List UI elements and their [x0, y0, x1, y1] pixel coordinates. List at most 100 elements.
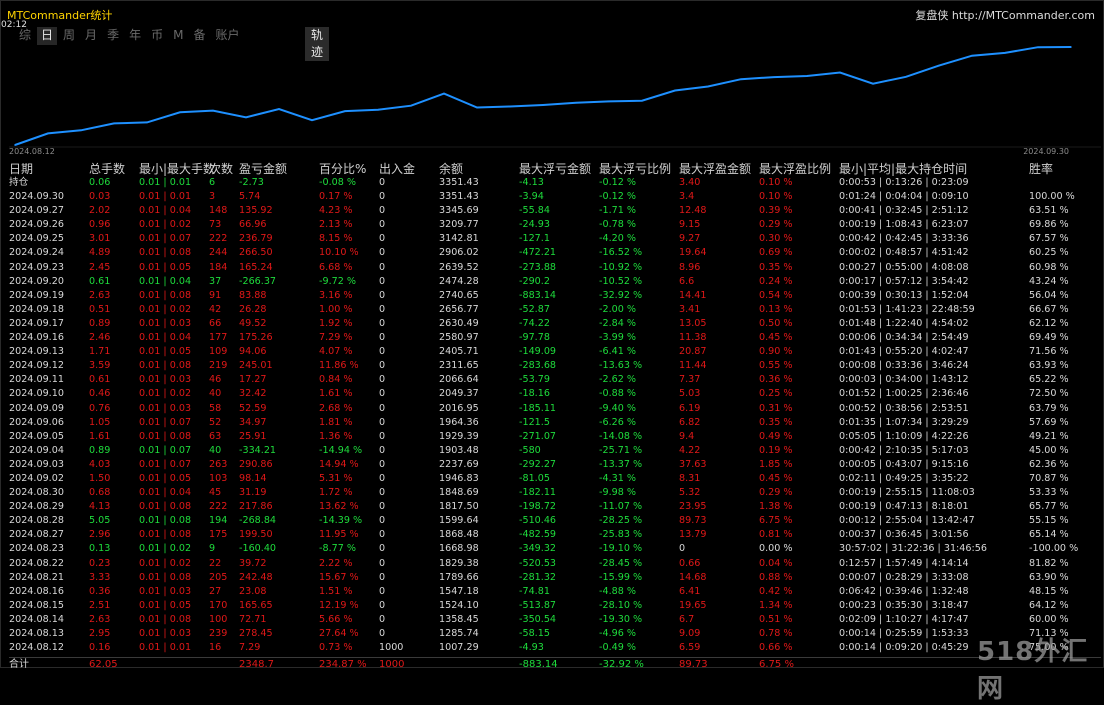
cell-max-float-profit: 9.4	[679, 430, 695, 442]
cell-trade-count: 222	[209, 233, 228, 245]
balance-point-10	[344, 110, 346, 112]
tab-8[interactable]: 备	[193, 28, 206, 42]
cell-pnl-amount: 266.50	[239, 247, 273, 259]
cell-max-float-loss: -4.93	[519, 642, 544, 654]
cell-pnl-amount: -266.37	[239, 275, 277, 287]
cell-win-rate: 69.49 %	[1029, 332, 1069, 344]
table-row[interactable]: 2024.08.12 0.16 0.01 | 0.01 16 7.29 0.73 % 100…	[9, 641, 1101, 655]
table-row[interactable]: 2024.09.03 4.03 0.01 | 0.07 263 290.86 14.94 …	[9, 458, 1101, 472]
cell-pnl-amount: 31.19	[239, 487, 267, 499]
cell-win-rate: 49.21 %	[1029, 430, 1069, 442]
tab-7[interactable]: M	[173, 28, 184, 42]
table-row[interactable]: 2024.08.15 2.51 0.01 | 0.05 170 165.65 12.19 …	[9, 599, 1101, 613]
table-row[interactable]: 2024.09.11 0.61 0.01 | 0.03 46 17.27 0.84 % 0 2…	[9, 373, 1101, 387]
table-row[interactable]: 2024.09.18 0.51 0.01 | 0.02 42 26.28 1.00 % 0 2…	[9, 303, 1101, 317]
table-row[interactable]: 2024.09.12 3.59 0.01 | 0.08 219 245.01 11.86 …	[9, 359, 1101, 373]
cell-max-float-profit-pct: 0.42 %	[759, 585, 793, 597]
table-row[interactable]: 2024.08.28 5.05 0.01 | 0.08 194 -268.84 -14.3…	[9, 514, 1101, 528]
cell-max-float-loss-pct: -19.30 %	[599, 613, 643, 625]
table-row[interactable]: 2024.08.30 0.68 0.01 | 0.04 45 31.19 1.72 % 0 1…	[9, 486, 1101, 500]
tab-4[interactable]: 季	[107, 28, 120, 42]
header-col-9: 最大浮亏比例	[599, 162, 672, 176]
cell-max-float-profit-pct: 0.13 %	[759, 303, 793, 315]
table-row[interactable]: 2024.09.30 0.03 0.01 | 0.01 3 5.74 0.17 % 0 335…	[9, 190, 1101, 204]
table-row[interactable]: 2024.08.23 0.13 0.01 | 0.02 9 -160.40 -8.77 %…	[9, 542, 1101, 556]
table-row[interactable]: 2024.09.13 1.71 0.01 | 0.05 109 94.06 4.07 % 0…	[9, 345, 1101, 359]
cell-max-float-loss-pct: -28.45 %	[599, 557, 643, 569]
cell-max-float-profit-pct: 0.69 %	[759, 247, 793, 259]
table-row[interactable]: 2024.08.13 2.95 0.01 | 0.03 239 278.45 27.64 …	[9, 627, 1101, 641]
tab-0[interactable]: 综	[19, 28, 32, 42]
cell-total-lots: 0.89	[89, 317, 111, 329]
table-row[interactable]: 2024.08.27 2.96 0.01 | 0.08 175 199.50 11.95 …	[9, 528, 1101, 542]
balance-point-18	[608, 100, 610, 103]
table-row[interactable]: 2024.09.04 0.89 0.01 | 0.07 40 -334.21 -14.94…	[9, 444, 1101, 458]
tab-track[interactable]: 轨迹	[305, 27, 330, 61]
cell-max-float-loss: -149.09	[519, 346, 557, 358]
tab-9[interactable]: 账户	[215, 28, 240, 42]
table-row[interactable]: 2024.09.10 0.46 0.01 | 0.02 40 32.42 1.61 % 0 2…	[9, 387, 1101, 401]
balance-point-13	[443, 92, 445, 95]
cell-max-float-profit-pct: 1.85 %	[759, 458, 793, 470]
table-row[interactable]: 2024.09.24 4.89 0.01 | 0.08 244 266.50 10.10 …	[9, 246, 1101, 260]
cell-max-float-profit-pct: 0.50 %	[759, 317, 793, 329]
cell-date: 2024.08.28	[9, 515, 64, 527]
table-row[interactable]: 2024.09.23 2.45 0.01 | 0.05 184 165.24 6.68 %…	[9, 261, 1101, 275]
tab-6[interactable]: 币	[151, 28, 164, 42]
cell-max-float-profit: 9.09	[679, 628, 701, 639]
cell-deposit: 0	[379, 472, 386, 484]
cell-hold-time: 0:00:12 | 2:55:04 | 13:42:47	[839, 515, 975, 527]
cell-max-float-loss: -18.16	[519, 388, 550, 400]
tab-2[interactable]: 周	[63, 28, 76, 42]
cell-max-float-loss: -55.84	[519, 205, 550, 217]
total-pct: 234.87 %	[319, 659, 367, 671]
tab-3[interactable]: 月	[85, 28, 98, 42]
table-row[interactable]: 2024.08.22 0.23 0.01 | 0.02 22 39.72 2.22 % 0 1…	[9, 557, 1101, 571]
table-row[interactable]: 2024.09.02 1.50 0.01 | 0.05 103 98.14 5.31 % 0…	[9, 472, 1101, 486]
cell-max-float-profit: 13.05	[679, 317, 707, 329]
header-col-4: 盈亏金额	[239, 162, 288, 176]
table-body: 2024.09.30 0.03 0.01 | 0.01 3 5.74 0.17 % 0 335…	[9, 190, 1101, 655]
cell-date: 2024.08.22	[9, 557, 64, 569]
table-row[interactable]: 2024.08.29 4.13 0.01 | 0.08 222 217.86 13.62 …	[9, 500, 1101, 514]
cell-total-lots: 1.61	[89, 430, 111, 442]
cell-max-float-loss-pct: -2.00 %	[599, 303, 636, 315]
cell-min-max-lots: 0.01 | 0.03	[139, 374, 192, 386]
holding-max-float-profit: 3.40	[679, 177, 701, 188]
tab-5[interactable]: 年	[129, 28, 142, 42]
cell-max-float-loss-pct: -10.92 %	[599, 261, 643, 273]
table-row[interactable]: 2024.08.14 2.63 0.01 | 0.08 100 72.71 5.66 % 0…	[9, 613, 1101, 627]
cell-max-float-loss-pct: -2.84 %	[599, 317, 636, 329]
cell-max-float-loss-pct: -16.52 %	[599, 247, 643, 259]
cell-total-lots: 0.23	[89, 557, 111, 569]
table-row[interactable]: 2024.09.05 1.61 0.01 | 0.08 63 25.91 1.36 % 0 1…	[9, 430, 1101, 444]
cell-max-float-profit-pct: 0.31 %	[759, 402, 793, 414]
table-row[interactable]: 2024.09.26 0.96 0.01 | 0.02 73 66.96 2.13 % 0 3…	[9, 218, 1101, 232]
table-row[interactable]: 2024.09.17 0.89 0.01 | 0.03 66 49.52 1.92 % 0 2…	[9, 317, 1101, 331]
cell-date: 2024.09.25	[9, 233, 64, 245]
cell-max-float-loss: -580	[519, 444, 541, 456]
cell-deposit: 0	[379, 628, 386, 639]
table-row[interactable]: 2024.09.06 1.05 0.01 | 0.07 52 34.97 1.81 % 0 1…	[9, 416, 1101, 430]
table-row[interactable]: 2024.09.16 2.46 0.01 | 0.04 177 175.26 7.29 %…	[9, 331, 1101, 345]
holding-balance: 3351.43	[439, 177, 479, 188]
table-row[interactable]: 2024.08.21 3.33 0.01 | 0.08 205 242.48 15.67 …	[9, 571, 1101, 585]
table-row[interactable]: 2024.09.20 0.61 0.01 | 0.04 37 -266.37 -9.72 …	[9, 275, 1101, 289]
cell-hold-time: 0:01:35 | 1:07:34 | 3:29:29	[839, 416, 969, 428]
holding-row[interactable]: 持仓 0.06 0.01 | 0.01 6 -2.73 -0.08 % 0 3351.43 -4…	[9, 176, 1101, 190]
cell-deposit: 0	[379, 515, 386, 527]
tab-1[interactable]: 日	[37, 27, 58, 45]
table-row[interactable]: 2024.08.16 0.36 0.01 | 0.03 27 23.08 1.51 % 0 1…	[9, 585, 1101, 599]
cell-trade-count: 194	[209, 515, 228, 527]
cell-total-lots: 2.46	[89, 332, 111, 344]
table-row[interactable]: 2024.09.19 2.63 0.01 | 0.08 91 83.88 3.16 % 0 2…	[9, 289, 1101, 303]
cell-pnl-percent: 1.00 %	[319, 303, 353, 315]
cell-date: 2024.09.12	[9, 360, 64, 372]
cell-max-float-profit: 3.4	[679, 191, 695, 203]
brand-link[interactable]: 复盘侠 http://MTCommander.com	[915, 9, 1095, 22]
table-row[interactable]: 2024.09.27 2.02 0.01 | 0.04 148 135.92 4.23 %…	[9, 204, 1101, 218]
table-row[interactable]: 2024.09.25 3.01 0.01 | 0.07 222 236.79 8.15 %…	[9, 232, 1101, 246]
balance-point-22	[740, 78, 742, 81]
cell-win-rate: 48.15 %	[1029, 585, 1069, 597]
table-row[interactable]: 2024.09.09 0.76 0.01 | 0.03 58 52.59 2.68 % 0 2…	[9, 402, 1101, 416]
